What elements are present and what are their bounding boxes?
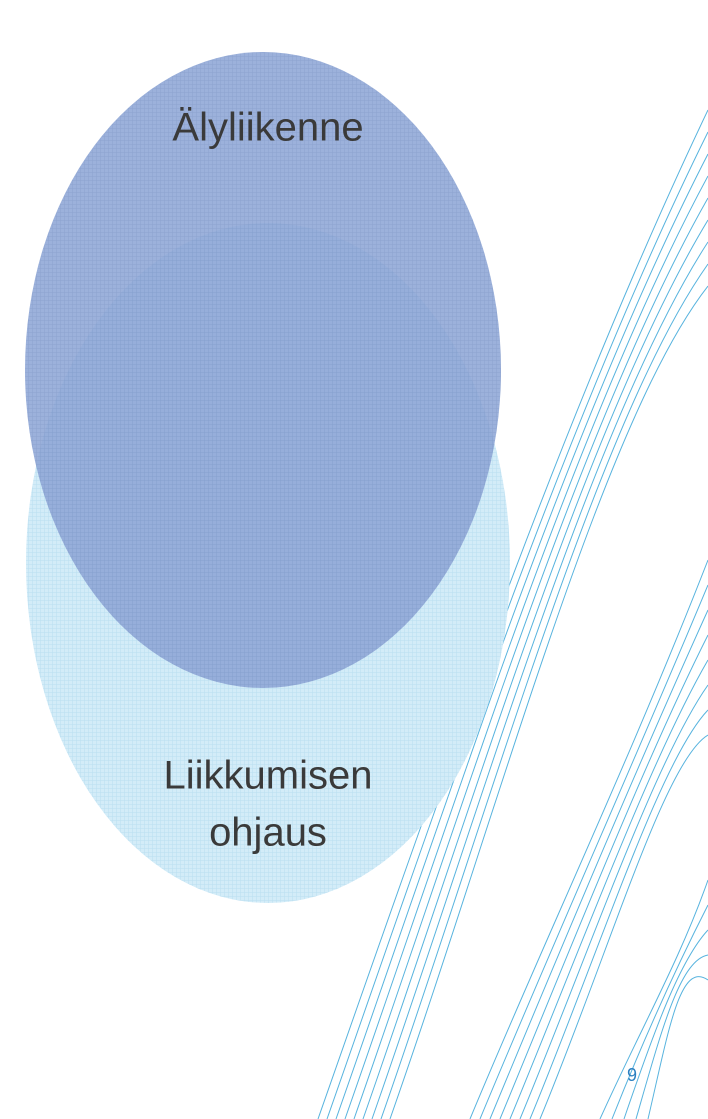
page-number: 9 [627, 1065, 637, 1085]
swoosh-line [500, 635, 708, 1119]
swoosh-line [480, 585, 708, 1119]
node-label: Liikkumisen [164, 754, 373, 798]
diagram: Älyliikenne Liikkumisen ohjaus 9 [0, 0, 708, 1119]
swoosh-line [612, 905, 708, 1119]
swoosh-line [510, 660, 708, 1119]
swoosh-line [470, 560, 708, 1119]
node-label: ohjaus [209, 811, 327, 855]
swoosh-line [520, 685, 708, 1119]
node-label: Älyliikenne [172, 106, 363, 150]
swoosh-line [540, 735, 708, 1119]
swoosh-line [600, 880, 708, 1119]
swoosh-line [490, 610, 708, 1119]
page: Älyliikenne Liikkumisen ohjaus 9 (() => … [0, 0, 708, 1119]
swoosh-line [624, 930, 708, 1119]
swoosh-line [530, 710, 708, 1119]
